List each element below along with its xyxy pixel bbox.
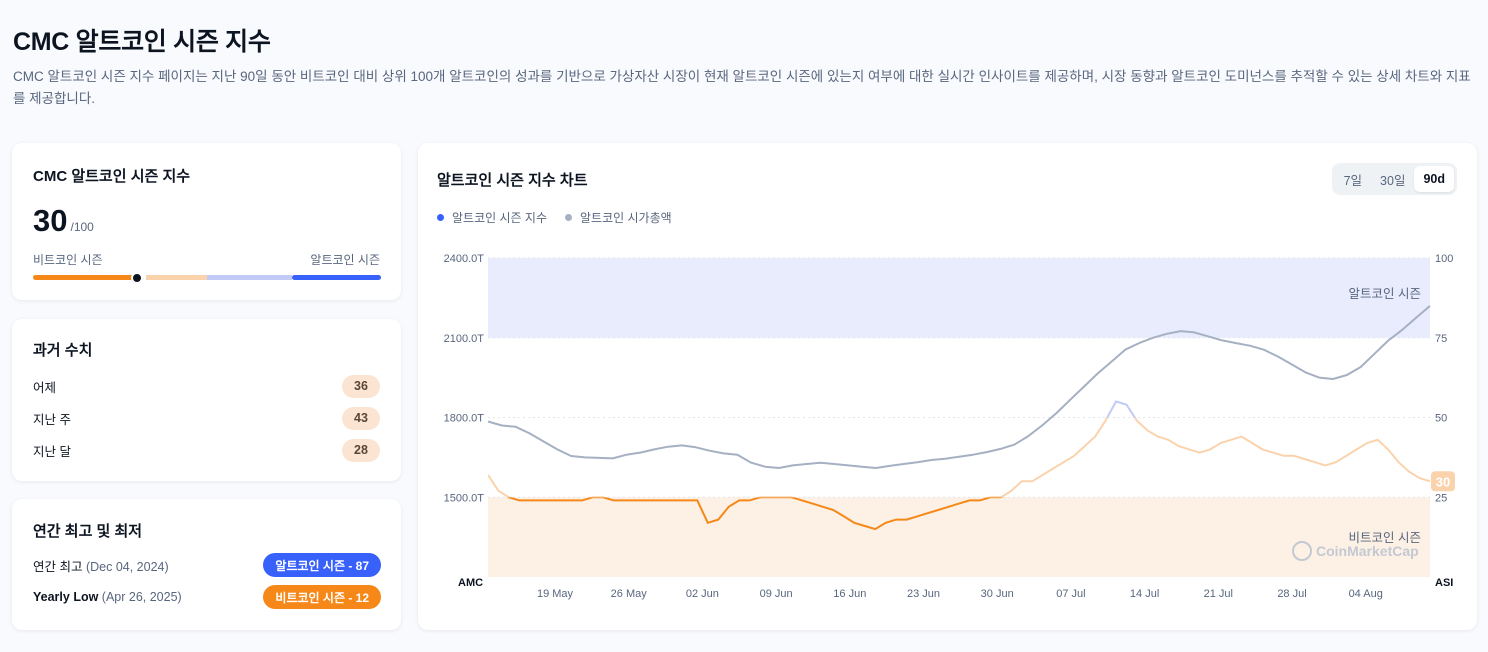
range-button-7d[interactable]: 7일 <box>1343 173 1363 188</box>
x-axis-tick: 21 Jul <box>1204 588 1233 600</box>
x-axis-tick: 16 Jun <box>833 588 866 600</box>
yearly-card-title: 연간 최고 및 최저 <box>33 523 143 540</box>
range-selector: 7일 30일 90d <box>1331 163 1457 195</box>
scale-segment-altcoin <box>292 275 381 280</box>
altcoin-season-zone-label: 알트코인 시즌 <box>1349 287 1421 301</box>
history-card: 과거 수치 어제 36 지난 주 43 지난 달 28 <box>12 319 401 481</box>
right-axis-tick: 25 <box>1435 492 1447 504</box>
index-series-line-bitcoin <box>506 497 1003 531</box>
x-axis-tick: 19 May <box>537 588 574 600</box>
marketcap-series-line <box>487 305 1431 469</box>
history-value-badge: 36 <box>342 374 380 398</box>
left-axis-tick: 2100.0T <box>444 333 485 345</box>
legend-label: 알트코인 시가총액 <box>580 211 672 225</box>
x-axis-start-label: AMC <box>458 577 483 589</box>
current-value-badge-text: 30 <box>1436 474 1450 489</box>
index-score-value: 30 <box>33 203 68 238</box>
x-axis-tick: 28 Jul <box>1277 588 1306 600</box>
yearly-high-date: (Dec 04, 2024) <box>85 559 169 574</box>
history-value-badge: 43 <box>342 406 380 430</box>
yearly-low-badge: 비트코인 시즌 - 12 <box>263 585 381 609</box>
page-description: CMC 알트코인 시즌 지수 페이지는 지난 90일 동안 비트코인 대비 상위… <box>13 69 1471 106</box>
yearly-low-text: Yearly Low <box>33 590 99 604</box>
left-axis-tick: 1800.0T <box>444 413 485 425</box>
index-card-title: CMC 알트코인 시즌 지수 <box>33 168 191 185</box>
legend-label: 알트코인 시즌 지수 <box>452 211 547 225</box>
yearly-high-row: 연간 최고 (Dec 04, 2024) 알트코인 시즌 - 87 <box>33 553 381 577</box>
left-axis-tick: 2400.0T <box>444 253 485 265</box>
coinmarketcap-logo-icon <box>1292 541 1312 561</box>
altcoin-season-zone <box>488 258 1430 338</box>
index-card: CMC 알트코인 시즌 지수 30 /100 비트코인 시즌 알트코인 시즌 <box>12 143 401 300</box>
bitcoin-season-zone <box>488 497 1430 577</box>
history-row-yesterday: 어제 36 <box>33 374 380 398</box>
history-value-badge: 28 <box>342 438 380 462</box>
x-axis-tick: 30 Jun <box>981 588 1014 600</box>
x-axis-tick: 07 Jul <box>1056 588 1085 600</box>
bitcoin-season-zone-label: 비트코인 시즌 <box>1349 531 1421 545</box>
scale-segment-bitcoin <box>33 275 141 280</box>
watermark-text: CoinMarketCap <box>1316 543 1419 559</box>
x-axis-end-label: ASI <box>1435 577 1453 589</box>
history-row-last-week: 지난 주 43 <box>33 406 380 430</box>
x-axis-tick: 04 Aug <box>1349 588 1383 600</box>
history-row-last-month: 지난 달 28 <box>33 438 380 462</box>
yearly-high-badge: 알트코인 시즌 - 87 <box>263 553 381 577</box>
scale-indicator <box>131 272 144 284</box>
legend-dot <box>565 214 572 221</box>
scale-segment-altcoin-light <box>207 275 292 280</box>
history-card-title: 과거 수치 <box>33 342 93 359</box>
yearly-low-row: Yearly Low (Apr 26, 2025) 비트코인 시즌 - 12 <box>33 585 381 609</box>
yearly-low-label: Yearly Low (Apr 26, 2025) <box>33 590 182 604</box>
bitcoin-season-label: 비트코인 시즌 <box>33 253 103 267</box>
current-value-badge <box>1431 471 1455 492</box>
legend-item-marketcap[interactable]: 알트코인 시가총액 <box>565 209 672 226</box>
right-axis-tick: 100 <box>1435 253 1453 265</box>
x-axis-tick: 02 Jun <box>686 588 719 600</box>
range-button-90d[interactable]: 90d <box>1414 166 1454 192</box>
x-axis-tick: 23 Jun <box>907 588 940 600</box>
range-button-30d[interactable]: 30일 <box>1380 173 1406 188</box>
yearly-high-label: 연간 최고 (Dec 04, 2024) <box>33 556 169 575</box>
chart-svg: 2400.0T 100 2100.0T 75 1800.0T 50 1500.0T 25 AMC… <box>444 253 1455 600</box>
legend-item-index[interactable]: 알트코인 시즌 지수 <box>437 209 547 226</box>
right-axis-tick: 75 <box>1435 333 1447 345</box>
history-label: 어제 <box>33 380 57 395</box>
index-score: 30 /100 <box>33 203 94 239</box>
yearly-low-date: (Apr 26, 2025) <box>101 590 182 604</box>
index-score-max: /100 <box>70 220 94 234</box>
scale-segment-bitcoin-light <box>146 275 207 280</box>
history-label: 지난 달 <box>33 444 71 459</box>
chart-card: 2400.0T 100 2100.0T 75 1800.0T 50 1500.0T 25 AMC… <box>418 143 1477 630</box>
x-axis-tick: 09 Jun <box>760 588 793 600</box>
left-axis-tick: 1500.0T <box>444 492 485 504</box>
history-label: 지난 주 <box>33 412 71 427</box>
legend-dot <box>437 214 444 221</box>
yearly-high-text: 연간 최고 <box>33 559 83 574</box>
right-axis-tick: 50 <box>1435 413 1447 425</box>
chart-legend: 알트코인 시즌 지수 알트코인 시가총액 <box>437 209 672 226</box>
x-axis-tick: 26 May <box>611 588 648 600</box>
page-title: CMC 알트코인 시즌 지수 <box>13 28 271 56</box>
altcoin-season-label: 알트코인 시즌 <box>310 253 380 267</box>
index-series-line-neutral <box>488 417 1430 498</box>
x-axis-tick: 14 Jul <box>1130 588 1159 600</box>
chart-card-title: 알트코인 시즌 지수 차트 <box>437 172 588 189</box>
yearly-card: 연간 최고 및 최저 연간 최고 (Dec 04, 2024) 알트코인 시즌 … <box>12 499 401 630</box>
